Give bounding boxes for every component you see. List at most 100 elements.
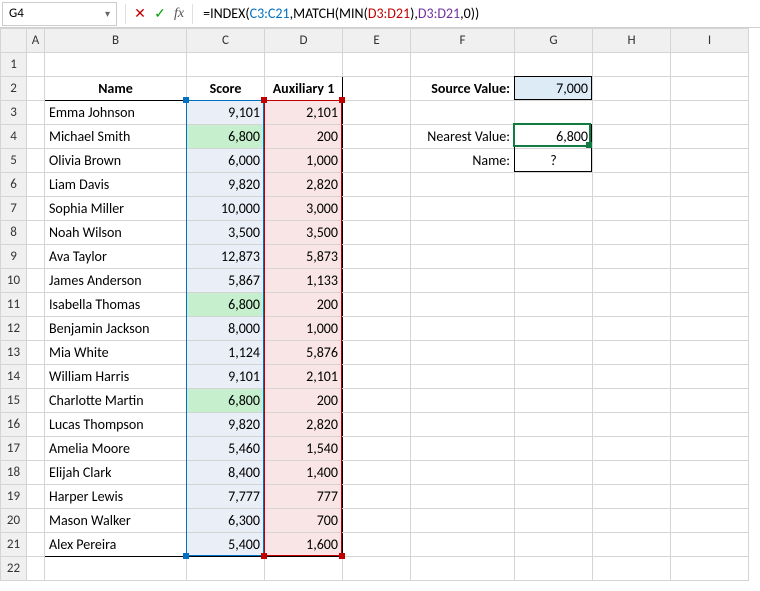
row-header[interactable]: 16 (1, 413, 27, 437)
cell[interactable] (411, 485, 515, 509)
row-header[interactable]: 5 (1, 149, 27, 173)
cell[interactable]: Emma Johnson (45, 101, 187, 125)
select-all-corner[interactable] (1, 29, 27, 53)
cell[interactable]: 200 (265, 125, 343, 149)
cell[interactable] (593, 485, 671, 509)
cell[interactable]: Score (187, 77, 265, 101)
cell[interactable] (515, 389, 593, 413)
col-header[interactable]: H (593, 29, 671, 53)
row-header[interactable]: 2 (1, 77, 27, 101)
cell[interactable]: 7,000 (515, 77, 593, 101)
col-header[interactable]: E (343, 29, 411, 53)
cell[interactable]: 9,101 (187, 101, 265, 125)
cell[interactable] (27, 197, 45, 221)
cell[interactable] (343, 389, 411, 413)
name-box[interactable]: G4 ▾ (2, 2, 117, 26)
cell[interactable] (411, 245, 515, 269)
cell[interactable]: Name: (411, 149, 515, 173)
cell[interactable]: William Harris (45, 365, 187, 389)
cell[interactable]: 3,500 (187, 221, 265, 245)
cell[interactable] (411, 269, 515, 293)
cell[interactable] (343, 365, 411, 389)
cell[interactable] (27, 53, 45, 77)
cell[interactable] (515, 221, 593, 245)
cell[interactable]: Charlotte Martin (45, 389, 187, 413)
cell[interactable]: Isabella Thomas (45, 293, 187, 317)
cell[interactable] (343, 341, 411, 365)
cell[interactable]: Auxiliary 1 (265, 77, 343, 101)
cell[interactable]: Benjamin Jackson (45, 317, 187, 341)
row-header[interactable]: 12 (1, 317, 27, 341)
cell[interactable] (27, 101, 45, 125)
cell[interactable] (671, 317, 749, 341)
cell[interactable] (671, 437, 749, 461)
cell[interactable] (515, 509, 593, 533)
cell[interactable] (27, 317, 45, 341)
cell[interactable]: 700 (265, 509, 343, 533)
cell[interactable] (411, 101, 515, 125)
cell[interactable] (671, 197, 749, 221)
cell[interactable] (27, 293, 45, 317)
cell[interactable]: Sophia Miller (45, 197, 187, 221)
col-header[interactable]: D (265, 29, 343, 53)
col-header[interactable]: F (411, 29, 515, 53)
cell[interactable]: 5,460 (187, 437, 265, 461)
cell[interactable] (27, 149, 45, 173)
row-header[interactable]: 21 (1, 533, 27, 557)
cell[interactable] (343, 557, 411, 581)
cell[interactable]: Elijah Clark (45, 461, 187, 485)
row-header[interactable]: 1 (1, 53, 27, 77)
cell[interactable] (515, 317, 593, 341)
col-header[interactable]: C (187, 29, 265, 53)
col-header[interactable]: I (671, 29, 749, 53)
cell[interactable] (515, 533, 593, 557)
cell[interactable]: 1,400 (265, 461, 343, 485)
cell[interactable] (343, 509, 411, 533)
cell[interactable] (671, 77, 749, 101)
cell[interactable]: Nearest Value: (411, 125, 515, 149)
cell[interactable] (411, 221, 515, 245)
cell[interactable] (411, 197, 515, 221)
cell[interactable] (593, 197, 671, 221)
cell[interactable] (27, 341, 45, 365)
cell[interactable]: 6,000 (187, 149, 265, 173)
cell[interactable]: Lucas Thompson (45, 413, 187, 437)
cell[interactable] (265, 53, 343, 77)
cell[interactable] (593, 413, 671, 437)
cell[interactable]: Mia White (45, 341, 187, 365)
cell[interactable]: 6,300 (187, 509, 265, 533)
cell[interactable]: Mason Walker (45, 509, 187, 533)
cell[interactable] (671, 53, 749, 77)
cell[interactable] (593, 365, 671, 389)
cell[interactable] (411, 413, 515, 437)
row-header[interactable]: 4 (1, 125, 27, 149)
col-header[interactable]: G (515, 29, 593, 53)
cell[interactable] (515, 245, 593, 269)
cell[interactable]: 5,400 (187, 533, 265, 557)
cell[interactable]: 1,600 (265, 533, 343, 557)
cell[interactable]: 6,800 (187, 293, 265, 317)
cell[interactable]: Michael Smith (45, 125, 187, 149)
cell[interactable]: 7,777 (187, 485, 265, 509)
cell[interactable] (515, 557, 593, 581)
cell[interactable] (593, 125, 671, 149)
cell[interactable] (515, 293, 593, 317)
cell[interactable] (593, 317, 671, 341)
cell[interactable] (27, 269, 45, 293)
row-header[interactable]: 7 (1, 197, 27, 221)
cell[interactable] (671, 125, 749, 149)
cell[interactable] (671, 173, 749, 197)
cell[interactable] (187, 557, 265, 581)
cell[interactable]: 6,800 (187, 389, 265, 413)
cell[interactable]: James Anderson (45, 269, 187, 293)
cell[interactable]: 200 (265, 293, 343, 317)
cell[interactable]: 6,800 (187, 125, 265, 149)
cell[interactable] (343, 173, 411, 197)
cell[interactable] (593, 293, 671, 317)
cell[interactable] (27, 125, 45, 149)
cell[interactable] (593, 101, 671, 125)
cell[interactable] (27, 557, 45, 581)
cell[interactable] (27, 365, 45, 389)
cell[interactable]: Noah Wilson (45, 221, 187, 245)
cell[interactable]: 1,133 (265, 269, 343, 293)
